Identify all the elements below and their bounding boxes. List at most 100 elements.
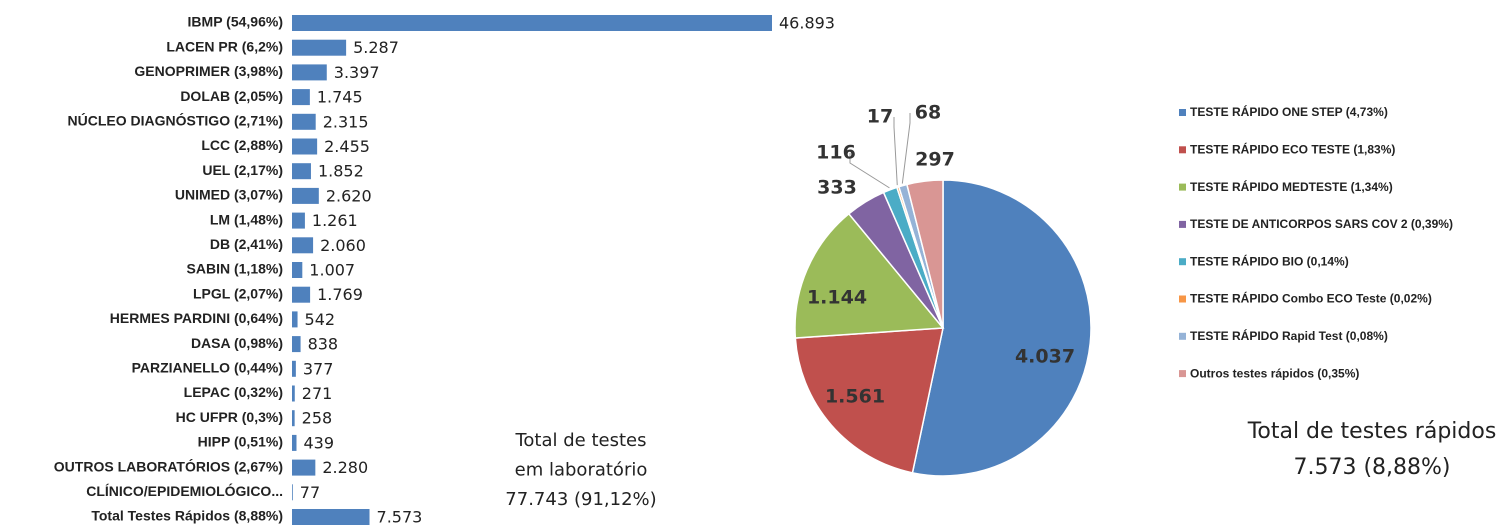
category-label: HIPP (0,51%)	[198, 434, 283, 450]
bar	[292, 138, 318, 155]
legend-swatch	[1179, 146, 1186, 154]
category-label: LPGL (2,07%)	[193, 285, 283, 301]
pie-label: 1.561	[825, 386, 885, 408]
bar	[292, 286, 311, 303]
value-label: 1.007	[309, 261, 355, 280]
category-label: PARZIANELLO (0,44%)	[132, 360, 283, 376]
legend-label: TESTE RÁPIDO ECO TESTE (1,83%)	[1190, 141, 1395, 156]
category-label: HC UFPR (0,3%)	[176, 409, 283, 425]
pie-label: 4.037	[1015, 346, 1075, 368]
value-label: 2.455	[324, 137, 370, 156]
category-label: DB (2,41%)	[210, 236, 283, 252]
category-label: DASA (0,98%)	[191, 335, 283, 351]
annotation: em laboratório	[515, 460, 648, 481]
category-label: OUTROS LABORATÓRIOS (2,67%)	[54, 457, 283, 474]
legend-label: TESTE DE ANTICORPOS SARS COV 2 (0,39%)	[1190, 217, 1453, 231]
pie-label: 17	[867, 106, 893, 128]
legend-swatch	[1179, 258, 1186, 266]
category-label: DOLAB (2,05%)	[180, 88, 283, 104]
legend-swatch	[1179, 183, 1186, 191]
legend-swatch	[1179, 220, 1186, 228]
legend-swatch	[1179, 370, 1186, 378]
category-label: LEPAC (0,32%)	[184, 384, 283, 400]
value-label: 271	[302, 384, 333, 403]
value-label: 1.852	[318, 162, 364, 181]
category-label: NÚCLEO DIAGNÓSTIGO (2,71%)	[68, 112, 283, 129]
value-label: 3.397	[334, 63, 380, 82]
bar	[292, 360, 296, 377]
category-label: HERMES PARDINI (0,64%)	[110, 310, 283, 326]
value-label: 2.060	[320, 236, 366, 255]
value-label: 5.287	[353, 38, 399, 57]
bar	[292, 89, 310, 106]
pie-label: 297	[915, 149, 955, 171]
value-label: 46.893	[779, 14, 835, 33]
legend-swatch	[1179, 109, 1186, 116]
legend-label: TESTE RÁPIDO ONE STEP (4,73%)	[1190, 104, 1388, 119]
annotation: Total de testes rápidos	[1247, 419, 1497, 444]
bar	[292, 385, 295, 402]
pie-label: 116	[816, 142, 856, 164]
bar	[292, 163, 311, 180]
value-label: 258	[302, 409, 333, 428]
bar	[292, 509, 370, 525]
bar	[292, 434, 297, 451]
bar	[292, 262, 303, 278]
legend-swatch	[1179, 332, 1186, 340]
pie-slice	[794, 327, 944, 474]
value-label: 377	[303, 359, 334, 378]
bar	[292, 64, 327, 81]
value-label: 1.261	[312, 211, 358, 230]
value-label: 838	[308, 335, 339, 354]
annotation: 77.743 (91,12%)	[505, 489, 656, 510]
bar	[292, 336, 301, 353]
category-label: Total Testes Rápidos (8,88%)	[91, 508, 283, 524]
bar	[292, 15, 772, 31]
bar	[292, 410, 295, 427]
category-label: SABIN (1,18%)	[187, 261, 283, 277]
bar	[292, 237, 314, 254]
category-label: CLÍNICO/EPIDEMIOLÓGICO...	[86, 482, 283, 499]
pie-label: 1.144	[807, 287, 867, 309]
legend-label: TESTE RÁPIDO MEDTESTE (1,34%)	[1190, 179, 1393, 194]
bar	[292, 311, 298, 328]
annotation: Total de testes	[514, 430, 646, 451]
legend-swatch	[1179, 295, 1186, 303]
value-label: 2.280	[322, 458, 368, 477]
value-label: 1.769	[317, 285, 363, 304]
leader-line	[893, 117, 898, 186]
pie-label: 68	[915, 102, 941, 124]
value-label: 7.573	[377, 508, 423, 526]
category-label: UNIMED (3,07%)	[175, 187, 283, 203]
category-label: IBMP (54,96%)	[188, 14, 283, 30]
value-label: 2.620	[326, 186, 372, 205]
category-label: GENOPRIMER (3,98%)	[134, 63, 283, 79]
bar	[292, 459, 316, 476]
category-label: LM (1,48%)	[210, 211, 283, 227]
pie-slice	[794, 212, 945, 339]
bar	[292, 39, 347, 56]
pie-slice	[911, 179, 1092, 477]
legend-label: Outros testes rápidos (0,35%)	[1190, 366, 1359, 380]
value-label: 77	[300, 483, 320, 502]
bar	[292, 212, 305, 229]
annotation: 7.573 (8,88%)	[1293, 455, 1450, 480]
value-label: 439	[303, 433, 334, 452]
leader-line	[901, 113, 911, 184]
legend-label: TESTE RÁPIDO BIO (0,14%)	[1190, 253, 1349, 268]
value-label: 542	[305, 310, 336, 329]
category-label: UEL (2,17%)	[202, 162, 283, 178]
category-label: LCC (2,88%)	[201, 137, 283, 153]
pie-label: 333	[817, 177, 857, 199]
pie-slice	[905, 179, 944, 329]
value-label: 2.315	[323, 112, 369, 131]
legend-label: TESTE RÁPIDO Rapid Test (0,08%)	[1190, 328, 1388, 343]
leader-line	[849, 153, 890, 189]
bar	[292, 113, 316, 130]
bar	[292, 484, 293, 501]
bar	[292, 187, 319, 204]
legend-label: TESTE RÁPIDO Combo ECO Teste (0,02%)	[1190, 291, 1432, 306]
category-label: LACEN PR (6,2%)	[166, 38, 283, 54]
value-label: 1.745	[317, 88, 363, 107]
